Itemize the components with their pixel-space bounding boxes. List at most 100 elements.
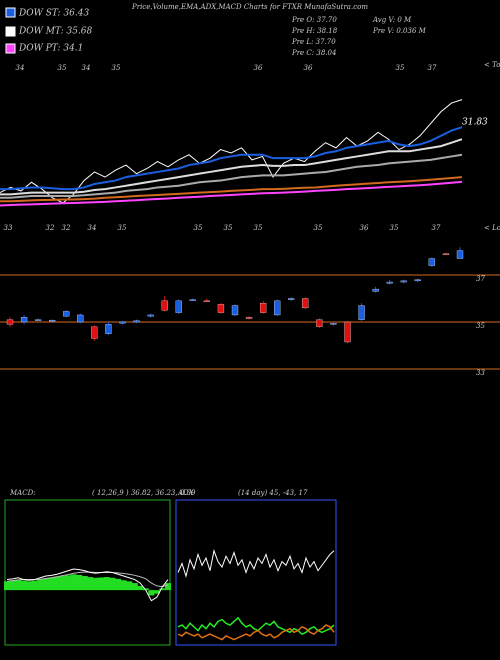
histogram-bar xyxy=(131,583,138,591)
tops-label: < Tops xyxy=(484,61,500,69)
y-tick-label: 33 xyxy=(476,369,485,377)
top-label: 34 xyxy=(16,64,25,72)
histogram-bar xyxy=(126,581,133,591)
adx-panel xyxy=(175,499,337,646)
legend-swatch xyxy=(5,7,16,18)
low-label: 35 xyxy=(224,224,233,232)
histogram-bar xyxy=(59,576,66,591)
candle-body xyxy=(400,280,407,283)
candle-body xyxy=(189,299,196,301)
candle-body xyxy=(77,314,84,323)
candle-body xyxy=(161,300,168,311)
histogram-bar xyxy=(148,590,155,596)
top-label: 35 xyxy=(58,64,67,72)
top-label: 36 xyxy=(304,64,313,72)
line xyxy=(0,153,463,199)
page-title: Price,Volume,EMA,ADX,MACD Charts for FTX… xyxy=(131,3,368,11)
histogram-bar xyxy=(26,581,33,591)
candle-body xyxy=(344,321,351,343)
candle-body xyxy=(245,317,253,319)
candle-body xyxy=(428,258,436,266)
candle-body xyxy=(105,324,112,334)
low-label: 32 xyxy=(62,224,71,232)
line xyxy=(177,624,335,641)
top-label: 37 xyxy=(428,64,437,72)
line xyxy=(0,99,463,204)
top-label: 35 xyxy=(112,64,121,72)
histogram-bar xyxy=(76,574,83,591)
candle-body xyxy=(217,304,225,313)
lows-label: < Lows xyxy=(484,224,500,232)
candle-body xyxy=(358,305,365,320)
histogram-bar xyxy=(48,577,55,591)
candle-body xyxy=(147,314,154,317)
histogram-bar xyxy=(42,578,49,591)
histogram-bar xyxy=(164,583,172,591)
histogram-bar xyxy=(137,585,144,591)
low-label: 35 xyxy=(390,224,399,232)
line xyxy=(0,180,463,207)
histogram-bar xyxy=(103,577,110,591)
top-label: 34 xyxy=(82,64,91,72)
candle-body xyxy=(34,319,42,321)
candle-body xyxy=(302,298,309,309)
histogram-bar xyxy=(9,580,16,591)
legend-label: DOW MT: 35.68 xyxy=(18,27,93,37)
candle-body xyxy=(386,281,393,284)
line xyxy=(6,568,169,602)
top-label: 35 xyxy=(396,64,405,72)
legend-swatch xyxy=(5,26,16,37)
last-label: 31.83 xyxy=(462,118,488,128)
histogram-bar xyxy=(15,579,22,591)
info: Pre H: 38.18 xyxy=(291,27,338,35)
candle-body xyxy=(91,326,98,339)
info: Pre O: 37.70 xyxy=(291,16,337,24)
histogram-bar xyxy=(92,577,99,591)
candle-body xyxy=(203,300,211,303)
line xyxy=(0,176,463,203)
info: Avg V: 0 M xyxy=(372,16,412,24)
y-tick-label: 37 xyxy=(476,275,485,283)
histogram-bar xyxy=(70,574,77,591)
info: Pre V: 0.036 M xyxy=(372,27,427,35)
histogram-bar xyxy=(159,588,166,591)
candle-body xyxy=(259,303,267,313)
low-label: 35 xyxy=(314,224,323,232)
histogram-bar xyxy=(81,576,88,591)
candle-body xyxy=(119,321,126,324)
legend-label: DOW ST: 36.43 xyxy=(18,9,89,19)
candle-body xyxy=(63,311,70,317)
panel-subtitle: (14 day) 45, -43, 17 xyxy=(238,489,308,497)
info: Pre L: 37.70 xyxy=(291,38,336,46)
low-label: 35 xyxy=(254,224,263,232)
histogram-bar xyxy=(87,577,94,591)
histogram-bar xyxy=(142,588,149,591)
info: Pre C: 38.04 xyxy=(291,49,336,57)
histogram-bar xyxy=(20,580,27,591)
low-label: 34 xyxy=(88,224,97,232)
histogram-bar xyxy=(31,580,38,591)
histogram-bar xyxy=(109,577,116,591)
candle-body xyxy=(372,288,379,292)
candle-body xyxy=(133,320,140,323)
line xyxy=(0,126,463,191)
candle-body xyxy=(456,250,464,259)
histogram-bar xyxy=(98,577,105,591)
candle-body xyxy=(330,323,337,325)
panel-subtitle: ( 12,26,9 ) 36.82, 36.23, 0.59 xyxy=(92,489,196,497)
low-label: 35 xyxy=(194,224,203,232)
panel-title: ADX xyxy=(177,489,195,497)
candle-body xyxy=(414,279,421,282)
histogram-bar xyxy=(37,579,44,591)
low-label: 35 xyxy=(118,224,127,232)
candle-body xyxy=(49,319,56,322)
candle-body xyxy=(20,317,28,323)
candle-body xyxy=(316,319,323,327)
line xyxy=(177,548,335,578)
candle-body xyxy=(288,298,295,300)
candle-body xyxy=(442,253,450,256)
low-label: 33 xyxy=(4,224,13,232)
low-label: 32 xyxy=(46,224,55,232)
